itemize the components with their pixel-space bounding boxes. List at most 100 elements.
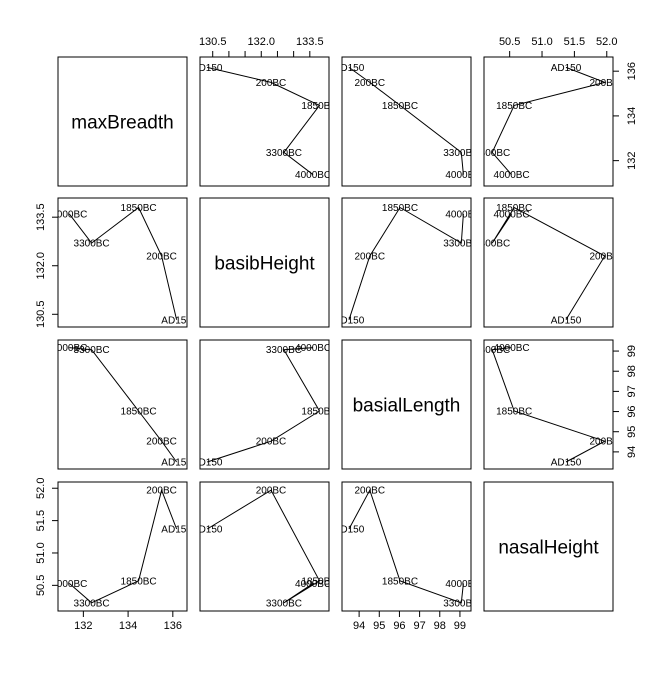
point-label-4000bc: 4000BC — [494, 170, 530, 181]
panel-basibheight-vs-nasalheight: 4000BC 3300BC 1850BC 200BC AD150 — [474, 197, 621, 328]
point-label-1850bc: 1850BC — [496, 407, 532, 418]
panel-basibheight-vs-basibheight: basibHeight — [199, 197, 330, 328]
point-label-3300bc: 3300BC — [474, 239, 510, 250]
point-label-200bc: 200BC — [146, 437, 177, 448]
panel-frame — [341, 197, 472, 328]
tick-label: 50.5 — [35, 575, 47, 596]
point-label-4000bc: 4000BC — [445, 579, 481, 590]
point-label-4000bc: 4000BC — [295, 343, 331, 354]
variable-name-basiallength: basialLength — [353, 396, 461, 417]
tick-label: 98 — [626, 365, 638, 377]
panel-nasalheight-vs-maxbreadth: 4000BC 3300BC 1850BC 200BC AD150 — [51, 481, 188, 612]
tick-label: 132.0 — [247, 36, 275, 48]
point-label-4000bc: 4000BC — [445, 170, 481, 181]
tick-label: 134 — [626, 107, 638, 125]
point-label-4000bc: 4000BC — [445, 209, 481, 220]
point-label-ad150: AD150 — [334, 525, 365, 536]
panel-frame — [199, 197, 330, 328]
point-label-ad150: AD150 — [551, 315, 582, 326]
point-label-200bc: 200BC — [146, 252, 177, 263]
panel-maxbreadth-vs-basiallength: 4000BC 3300BC 1850BC 200BC AD150 — [334, 56, 481, 187]
point-label-1850bc: 1850BC — [382, 101, 418, 112]
series-line — [348, 488, 464, 604]
point-label-1850bc: 1850BC — [382, 576, 418, 587]
point-label-3300bc: 3300BC — [74, 239, 110, 250]
point-label-4000bc: 4000BC — [494, 343, 530, 354]
panel-frame — [57, 56, 188, 187]
point-label-1850bc: 1850BC — [121, 407, 157, 418]
panel-frame — [483, 197, 614, 328]
panel-frame — [57, 339, 188, 470]
tick-label: 51.5 — [35, 510, 47, 531]
y-axis-right-basiallength: 94 95 96 97 98 99 — [612, 345, 638, 458]
panel-maxbreadth-vs-nasalheight: 4000BC 3300BC 1850BC 200BC AD150 — [474, 56, 621, 187]
panel-frame — [483, 481, 614, 612]
panel-frame — [341, 481, 472, 612]
panel-maxbreadth-vs-basibheight: 4000BC 3300BC 1850BC 200BC AD150 — [199, 56, 330, 187]
tick-label: 99 — [626, 345, 638, 357]
point-label-4000bc: 4000BC — [51, 579, 87, 590]
panel-basibheight-vs-basiallength: 4000BC 3300BC 1850BC 200BC AD150 — [341, 197, 481, 328]
point-label-1850bc: 1850BC — [382, 203, 418, 214]
point-label-200bc: 200BC — [146, 486, 177, 497]
point-label-3300bc: 3300BC — [474, 148, 510, 159]
series-line — [491, 66, 607, 176]
tick-label: 51.5 — [564, 36, 585, 48]
tick-label: 130.5 — [199, 36, 227, 48]
point-label-200bc: 200BC — [590, 78, 621, 89]
point-label-1850bc: 1850BC — [496, 101, 532, 112]
point-label-ad150: AD150 — [192, 525, 223, 536]
point-label-200bc: 200BC — [590, 252, 621, 263]
tick-label: 95 — [373, 620, 385, 632]
point-label-ad150: AD150 — [192, 458, 223, 469]
panel-basibheight-vs-maxbreadth: 4000BC 3300BC 1850BC 200BC AD150 — [51, 197, 192, 328]
point-label-ad150: AD150 — [161, 315, 192, 326]
tick-label: 98 — [434, 620, 446, 632]
series-line — [69, 347, 178, 463]
panel-nasalheight-vs-basibheight: 4000BC 3300BC 1850BC 200BC AD150 — [192, 481, 337, 612]
point-label-1850bc: 1850BC — [301, 576, 337, 587]
point-label-4000bc: 4000BC — [494, 209, 530, 220]
point-label-200bc: 200BC — [256, 78, 287, 89]
tick-label: 51.0 — [35, 542, 47, 563]
panel-nasalheight-vs-basiallength: 4000BC 3300BC 1850BC 200BC AD150 — [334, 481, 481, 612]
panel-frame — [483, 56, 614, 187]
point-label-ad150: AD150 — [334, 63, 365, 74]
point-label-200bc: 200BC — [590, 437, 621, 448]
point-label-1850bc: 1850BC — [301, 407, 337, 418]
panel-frame — [483, 339, 614, 470]
tick-label: 94 — [353, 620, 365, 632]
point-label-ad150: AD150 — [161, 458, 192, 469]
x-axis-bottom-maxbreadth: 132 134 136 — [74, 610, 182, 632]
point-label-4000bc: 4000BC — [295, 579, 331, 590]
tick-label: 132 — [74, 620, 92, 632]
tick-label: 52.0 — [596, 36, 617, 48]
series-line — [207, 347, 321, 463]
point-label-3300bc: 3300BC — [443, 239, 479, 250]
tick-label: 134 — [119, 620, 137, 632]
point-label-4000bc: 4000BC — [51, 209, 87, 220]
point-label-200bc: 200BC — [256, 437, 287, 448]
tick-label: 97 — [413, 620, 425, 632]
series-line — [491, 206, 606, 321]
tick-label: 51.0 — [531, 36, 552, 48]
tick-label: 96 — [626, 405, 638, 417]
point-label-3300bc: 3300BC — [74, 345, 110, 356]
panel-frame — [341, 56, 472, 187]
y-axis-left-basibheight: 130.5 132.0 133.5 — [35, 203, 59, 328]
x-axis-bottom-basiallength: 94 95 96 97 98 99 — [353, 610, 466, 632]
tick-label: 132 — [626, 151, 638, 169]
series-line — [206, 489, 321, 604]
panel-frame — [341, 339, 472, 470]
tick-label: 96 — [393, 620, 405, 632]
tick-label: 99 — [454, 620, 466, 632]
tick-label: 133.5 — [35, 203, 47, 231]
panel-frame — [199, 339, 330, 470]
x-axis-top-basibheight: 130.5 132.0 133.5 — [199, 36, 324, 58]
variable-name-nasalheight: nasalHeight — [498, 538, 599, 559]
point-label-3300bc: 3300BC — [443, 598, 479, 609]
